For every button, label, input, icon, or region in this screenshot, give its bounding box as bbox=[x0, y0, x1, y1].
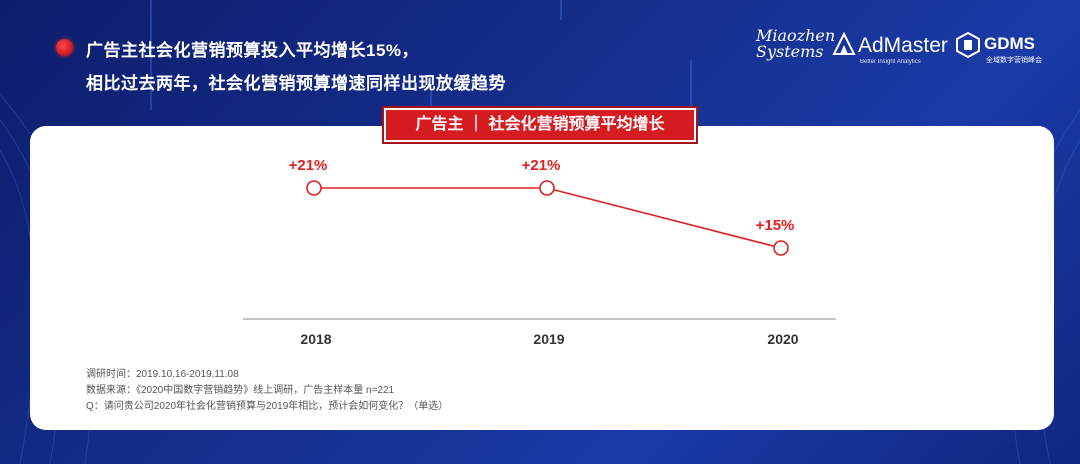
headline-line-1: 广告主社会化营销预算投入平均增长15%， bbox=[86, 41, 420, 60]
question-note: Q：请问贵公司2020年社会化营销预算与2019年相比，预计会如何变化？（单选） bbox=[86, 401, 449, 412]
data-label: +21% bbox=[289, 157, 328, 174]
admaster-tagline: Better Insight Analytics bbox=[860, 59, 921, 65]
admaster-logo: AdMaster bbox=[858, 34, 948, 57]
gdms-tagline: 全域数字营销峰会 bbox=[986, 57, 1042, 64]
data-point bbox=[539, 180, 555, 196]
miaozhen-logo: Miaozhen Systems bbox=[756, 28, 835, 60]
x-tick-label: 2018 bbox=[300, 331, 331, 347]
chart-card bbox=[30, 126, 1054, 430]
data-label: +21% bbox=[522, 157, 561, 174]
data-source-note: 数据来源：《2020中国数字营销趋势》线上调研，广告主样本量 n=221 bbox=[86, 385, 395, 396]
data-label: +15% bbox=[756, 217, 795, 234]
data-point bbox=[306, 180, 322, 196]
headline-line-2: 相比过去两年，社会化营销预算增速同样出现放缓趋势 bbox=[86, 74, 506, 93]
x-tick-label: 2020 bbox=[767, 331, 798, 347]
footnotes: 调研时间：2019.10.16-2019.11.08 数据来源：《2020中国数… bbox=[86, 367, 448, 415]
bullet-icon bbox=[56, 39, 73, 56]
series-line bbox=[314, 187, 782, 249]
gdms-mark-icon bbox=[956, 32, 980, 58]
gdms-logo: GDMS bbox=[984, 34, 1035, 53]
logo-group: Miaozhen Systems AdMaster Better Insight… bbox=[756, 28, 1056, 72]
miaozhen-logo-line1: Miaozhen bbox=[756, 26, 836, 45]
survey-period-note: 调研时间：2019.10.16-2019.11.08 bbox=[86, 369, 239, 380]
chart-title: 广告主 ｜ 社会化营销预算平均增长 bbox=[384, 108, 696, 142]
x-tick-label: 2019 bbox=[533, 331, 564, 347]
data-point bbox=[773, 240, 789, 256]
miaozhen-logo-line2: Systems bbox=[756, 42, 824, 61]
admaster-mark-icon bbox=[832, 32, 856, 55]
